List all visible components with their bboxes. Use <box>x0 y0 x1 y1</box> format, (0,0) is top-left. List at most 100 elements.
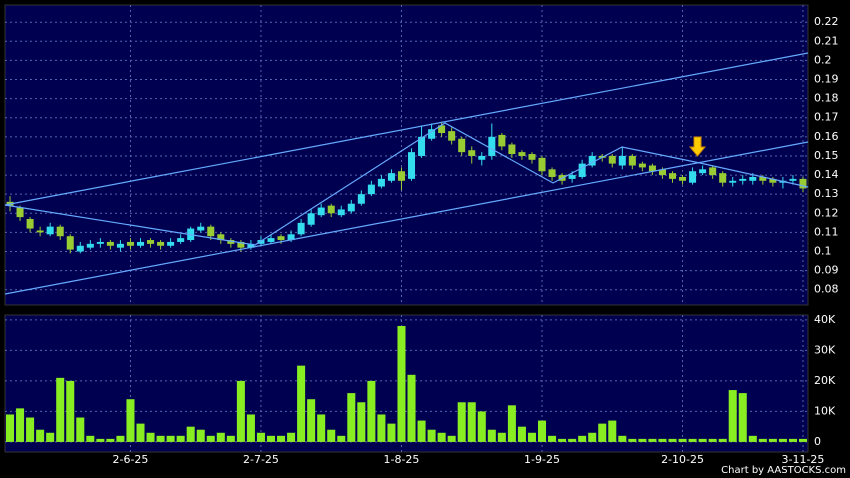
candle-body <box>347 203 355 212</box>
volume-bar <box>748 435 757 442</box>
volume-bar <box>36 429 45 442</box>
candle-body <box>679 176 687 181</box>
candle-body <box>498 134 506 147</box>
candle-body <box>518 152 526 156</box>
volume-bar <box>16 408 25 442</box>
volume-bar <box>447 435 456 442</box>
arrow-marker <box>688 136 707 157</box>
volume-bar <box>517 426 526 442</box>
candle-body <box>578 163 586 177</box>
volume-bar <box>46 432 55 442</box>
candle-body <box>16 207 24 218</box>
volume-bar <box>116 435 125 442</box>
y-tick-label: 0.22 <box>814 15 839 28</box>
volume-bar <box>477 411 486 442</box>
volume-bar <box>246 414 255 442</box>
candle-body <box>538 157 546 172</box>
candle-body <box>26 219 34 229</box>
candle-body <box>36 230 44 233</box>
candle-body <box>257 240 265 244</box>
volume-bar <box>678 438 687 442</box>
candle-body <box>96 241 104 244</box>
candle-body <box>136 241 145 246</box>
candle-body <box>317 207 325 216</box>
y-tick-label: 0.15 <box>814 149 839 162</box>
volume-bar <box>688 438 697 442</box>
candle-body <box>126 241 134 246</box>
volume-bar <box>738 393 747 442</box>
candle-body <box>106 241 114 246</box>
volume-bar <box>497 432 506 442</box>
candle-body <box>267 238 275 242</box>
volume-bar <box>527 432 536 442</box>
candle-body <box>468 150 476 156</box>
y-tick-label: 0.2 <box>814 53 832 66</box>
candle-body <box>177 238 185 242</box>
volume-bar <box>317 414 326 442</box>
volume-bar <box>598 423 607 442</box>
volume-bar <box>568 438 577 442</box>
volume-bar <box>397 325 406 442</box>
volume-bar <box>226 435 235 442</box>
marks <box>6 121 807 442</box>
volume-bar <box>578 435 587 442</box>
volume-bar <box>256 432 265 442</box>
y-tick-label: 20K <box>814 374 836 387</box>
volume-bar <box>277 435 286 442</box>
candle-body <box>618 155 626 166</box>
y-tick-label: 0.08 <box>814 283 839 296</box>
volume-bar <box>588 432 597 442</box>
volume-bar <box>608 420 617 442</box>
candle-body <box>428 129 436 139</box>
candle-body <box>458 138 466 153</box>
candle-body <box>719 173 727 183</box>
candle-body <box>638 163 646 168</box>
candle-body <box>668 173 677 179</box>
volume-bar <box>307 399 316 442</box>
volume-bar <box>548 435 557 442</box>
volume-bar <box>377 414 386 442</box>
volume-bar <box>216 432 225 442</box>
candle-body <box>357 194 365 204</box>
candle-body <box>327 205 335 214</box>
volume-bar <box>718 438 727 442</box>
volume-bar <box>658 438 667 442</box>
volume-bar <box>758 438 767 442</box>
volume-bar <box>136 423 145 442</box>
candle-body <box>568 175 576 179</box>
volume-bar <box>437 432 446 442</box>
volume-bar <box>287 432 296 442</box>
volume-bar <box>648 438 657 442</box>
volume-bar <box>166 435 175 442</box>
y-tick-label: 0.18 <box>814 92 839 105</box>
candle-body <box>147 240 155 244</box>
volume-bar <box>347 393 356 442</box>
volume-bar <box>558 438 567 442</box>
candle-body <box>237 241 245 248</box>
volume-bar <box>407 374 416 442</box>
volume-bar <box>126 399 135 442</box>
trendline <box>4 52 809 206</box>
trendline <box>4 122 809 246</box>
volume-bar <box>6 414 15 442</box>
volume-bar <box>76 417 85 442</box>
candle-body <box>478 155 486 160</box>
volume-bar <box>206 435 215 442</box>
candle-body <box>197 226 205 231</box>
volume-bar <box>86 435 95 442</box>
volume-bar <box>768 438 777 442</box>
volume-bar <box>56 377 65 442</box>
candle-body <box>287 234 295 241</box>
candle-body <box>157 241 165 246</box>
candle-body <box>167 241 175 246</box>
volume-bar <box>156 435 165 442</box>
trendline <box>4 141 809 295</box>
y-tick-label: 10K <box>814 404 836 417</box>
candle-body <box>528 154 536 160</box>
candle-body <box>699 169 707 174</box>
volume-bar <box>708 438 717 442</box>
x-tick-label: 2-7-25 <box>243 453 279 466</box>
volume-bar <box>457 402 466 442</box>
volume-bar <box>26 417 35 442</box>
candle-body <box>207 226 215 237</box>
